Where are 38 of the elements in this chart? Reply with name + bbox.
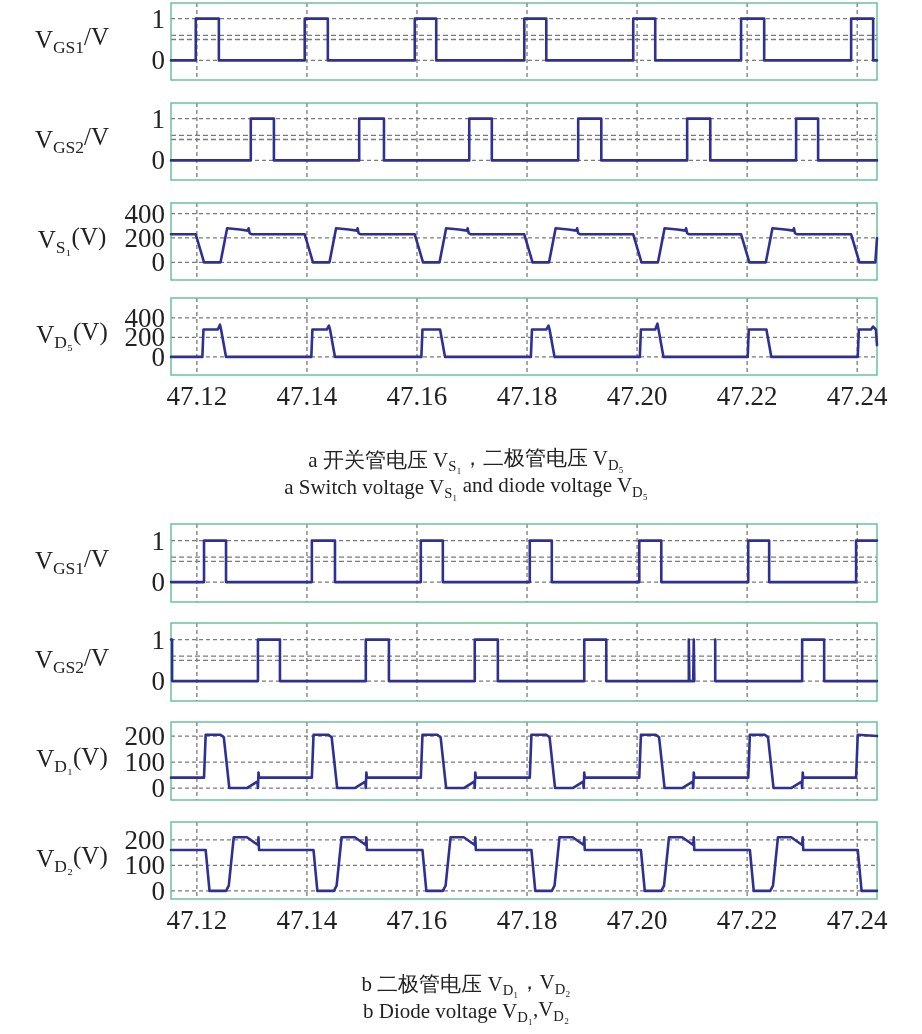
x-tick-label: 47.20 bbox=[606, 905, 668, 935]
y-tick-label: 0 bbox=[151, 666, 165, 697]
y-tick-label: 0 bbox=[151, 145, 165, 176]
x-tick-label: 47.12 bbox=[166, 905, 228, 935]
y-axis-title: V$_{D₅}$(V) bbox=[36, 318, 108, 352]
text: b 二极管电压 V$_{D₁}$，V$_{D₂}$ bbox=[361, 970, 571, 999]
x-tick-label: 47.22 bbox=[716, 381, 778, 411]
x-tick-label: 47.16 bbox=[386, 905, 448, 935]
y-tick-label: 0 bbox=[151, 45, 165, 76]
x-tick-label: 47.18 bbox=[496, 905, 558, 935]
x-tick-label: 47.20 bbox=[606, 381, 668, 411]
y-axis-title: V$_{GS1}$/V bbox=[34, 544, 110, 579]
y-axis-title: V$_{D₂}$(V) bbox=[36, 842, 108, 876]
y-axis-title: V$_{S₁}$(V) bbox=[37, 223, 107, 257]
x-tick-label: 47.14 bbox=[276, 381, 338, 411]
x-tick-label: 47.12 bbox=[166, 381, 228, 411]
y-tick-label: 1 bbox=[151, 624, 165, 655]
text: a 开关管电压 V$_{S₁}$，二极管电压 V$_{D₅}$ bbox=[308, 446, 624, 475]
line-series bbox=[169, 836, 879, 893]
y-axis-title: V$_{GS2}$/V bbox=[34, 123, 110, 157]
line-series bbox=[169, 733, 879, 790]
text: a Switch voltage V$_{S₁}$ and diode voltage V$_{D₅}$ bbox=[284, 473, 648, 502]
x-tick-label: 47.22 bbox=[716, 905, 778, 935]
text: b Diode voltage V$_{D₁}$,V$_{D₂}$ bbox=[362, 997, 570, 1026]
y-axis-title: V$_{GS1}$/V bbox=[34, 23, 110, 57]
y-tick-label: 0 bbox=[151, 567, 165, 598]
line-series bbox=[169, 322, 879, 359]
x-tick-label: 47.16 bbox=[386, 381, 448, 411]
y-axis-title: V$_{GS2}$/V bbox=[34, 643, 110, 678]
line-series bbox=[169, 226, 879, 264]
y-tick-label: 1 bbox=[151, 525, 165, 556]
y-tick-label: 1 bbox=[151, 103, 165, 134]
y-tick-label: 1 bbox=[151, 3, 165, 34]
x-tick-label: 47.24 bbox=[826, 905, 889, 935]
x-tick-label: 47.18 bbox=[496, 381, 558, 411]
x-tick-label: 47.14 bbox=[276, 905, 338, 935]
x-tick-label: 47.24 bbox=[826, 381, 889, 411]
y-axis-title: V$_{D₁}$(V) bbox=[36, 742, 108, 777]
